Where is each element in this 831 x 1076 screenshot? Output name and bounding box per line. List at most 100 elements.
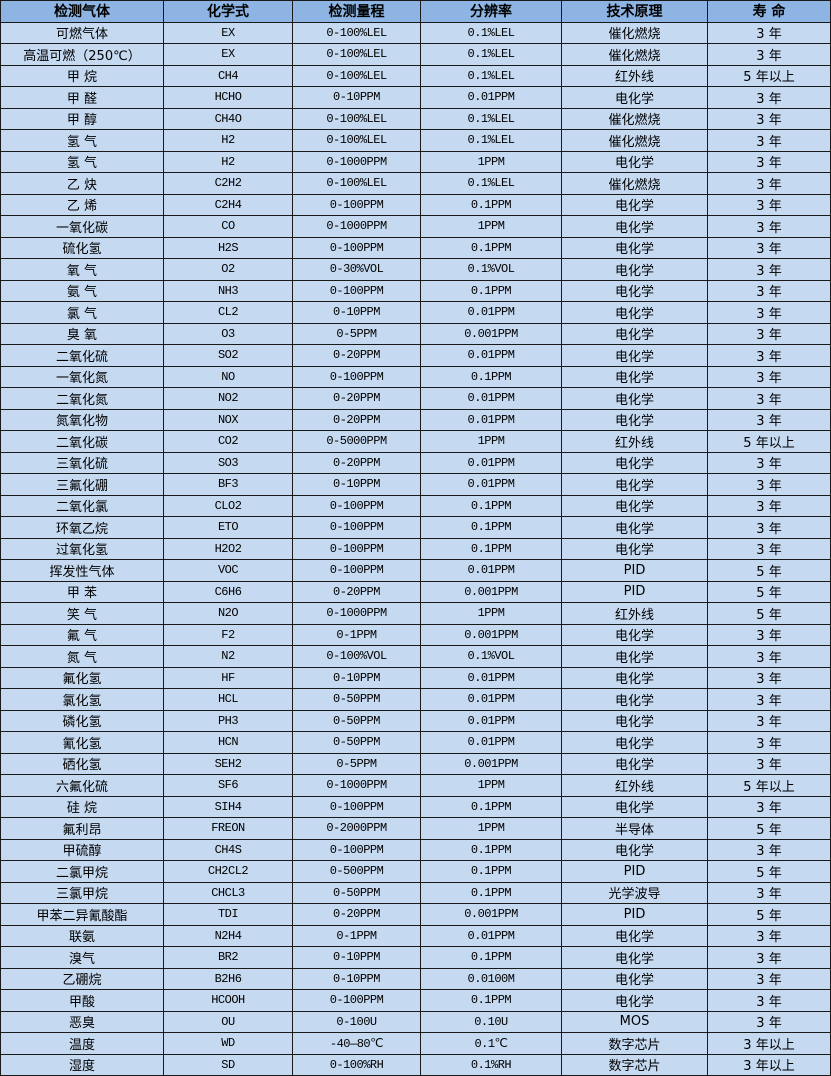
gas-name-cell: 一氧化碳 — [0, 215, 164, 238]
lifespan-cell: 3 年 — [707, 107, 831, 130]
principle-cell: 红外线 — [561, 602, 708, 625]
table-row: 三氯甲烷 CHCL3 0-50PPM 0.1PPM 光学波导 3 年 — [0, 881, 831, 904]
table-row: 笑 气 N2O 0-1000PPM 1PPM 红外线 5 年 — [0, 602, 831, 625]
gas-name-cell: 氨 气 — [0, 279, 164, 302]
resolution-cell: 0.1%RH — [420, 1053, 562, 1076]
principle-cell: 电化学 — [561, 365, 708, 388]
resolution-cell: 0.1PPM — [420, 236, 562, 259]
formula-cell: O3 — [163, 322, 293, 345]
lifespan-cell: 3 年 — [707, 129, 831, 152]
formula-cell: OU — [163, 1010, 293, 1033]
lifespan-cell: 3 年 — [707, 43, 831, 66]
gas-name-cell: 氢 气 — [0, 150, 164, 173]
gas-name-cell: 氢 气 — [0, 129, 164, 152]
gas-name-cell: 二氧化氯 — [0, 494, 164, 517]
gas-name-cell: 湿度 — [0, 1053, 164, 1076]
principle-cell: 电化学 — [561, 258, 708, 281]
lifespan-cell: 3 年 — [707, 989, 831, 1012]
lifespan-cell: 3 年以上 — [707, 1032, 831, 1055]
range-cell: 0-5PPM — [292, 322, 421, 345]
resolution-cell: 0.1%LEL — [420, 64, 562, 87]
formula-cell: SD — [163, 1053, 293, 1076]
table-row: 三氟化硼 BF3 0-10PPM 0.01PPM 电化学 3 年 — [0, 473, 831, 496]
formula-cell: SIH4 — [163, 795, 293, 818]
lifespan-cell: 3 年 — [707, 645, 831, 668]
lifespan-cell: 3 年 — [707, 172, 831, 195]
formula-cell: HCOOH — [163, 989, 293, 1012]
table-row: 氮氧化物 NOX 0-20PPM 0.01PPM 电化学 3 年 — [0, 408, 831, 431]
resolution-cell: 0.1PPM — [420, 279, 562, 302]
principle-cell: 电化学 — [561, 666, 708, 689]
table-row: 联氨 N2H4 0-1PPM 0.01PPM 电化学 3 年 — [0, 924, 831, 947]
lifespan-cell: 3 年 — [707, 408, 831, 431]
range-cell: 0-100%LEL — [292, 129, 421, 152]
formula-cell: H2 — [163, 129, 293, 152]
range-cell: 0-100U — [292, 1010, 421, 1033]
resolution-cell: 0.1%VOL — [420, 645, 562, 668]
gas-name-cell: 三氧化硫 — [0, 451, 164, 474]
formula-cell: CO — [163, 215, 293, 238]
table-row: 甲硫醇 CH4S 0-100PPM 0.1PPM 电化学 3 年 — [0, 838, 831, 861]
resolution-cell: 0.01PPM — [420, 731, 562, 754]
lifespan-cell: 5 年 — [707, 602, 831, 625]
table-row: 氯 气 CL2 0-10PPM 0.01PPM 电化学 3 年 — [0, 301, 831, 324]
range-cell: 0-50PPM — [292, 709, 421, 732]
gas-name-cell: 甲苯二异氰酸酯 — [0, 903, 164, 926]
range-cell: 0-20PPM — [292, 408, 421, 431]
gas-name-cell: 甲 烷 — [0, 64, 164, 87]
lifespan-cell: 3 年 — [707, 473, 831, 496]
lifespan-cell: 3 年 — [707, 258, 831, 281]
lifespan-cell: 3 年 — [707, 1010, 831, 1033]
lifespan-cell: 5 年以上 — [707, 774, 831, 797]
formula-cell: ETO — [163, 516, 293, 539]
lifespan-cell: 5 年 — [707, 817, 831, 840]
formula-cell: B2H6 — [163, 967, 293, 990]
principle-cell: 红外线 — [561, 64, 708, 87]
gas-name-cell: 恶臭 — [0, 1010, 164, 1033]
resolution-cell: 0.1℃ — [420, 1032, 562, 1055]
range-cell: 0-1PPM — [292, 623, 421, 646]
formula-cell: NO — [163, 365, 293, 388]
principle-cell: 电化学 — [561, 967, 708, 990]
lifespan-cell: 3 年 — [707, 795, 831, 818]
lifespan-cell: 3 年 — [707, 193, 831, 216]
range-cell: 0-50PPM — [292, 731, 421, 754]
lifespan-cell: 5 年以上 — [707, 64, 831, 87]
range-cell: 0-100%LEL — [292, 172, 421, 195]
table-row: 硅 烷 SIH4 0-100PPM 0.1PPM 电化学 3 年 — [0, 795, 831, 818]
gas-name-cell: 氰化氢 — [0, 731, 164, 754]
formula-cell: NOX — [163, 408, 293, 431]
formula-cell: NO2 — [163, 387, 293, 410]
lifespan-cell: 3 年 — [707, 344, 831, 367]
table-row: 氟 气 F2 0-1PPM 0.001PPM 电化学 3 年 — [0, 623, 831, 646]
lifespan-cell: 3 年 — [707, 21, 831, 44]
formula-cell: H2 — [163, 150, 293, 173]
table-row: 乙 炔 C2H2 0-100%LEL 0.1%LEL 催化燃烧 3 年 — [0, 172, 831, 195]
lifespan-cell: 3 年 — [707, 731, 831, 754]
table-row: 高温可燃（250℃） EX 0-100%LEL 0.1%LEL 催化燃烧 3 年 — [0, 43, 831, 66]
resolution-cell: 0.1PPM — [420, 860, 562, 883]
header-resolution: 分辨率 — [420, 0, 562, 23]
range-cell: 0-100PPM — [292, 838, 421, 861]
formula-cell: C6H6 — [163, 580, 293, 603]
principle-cell: 催化燃烧 — [561, 129, 708, 152]
principle-cell: 光学波导 — [561, 881, 708, 904]
principle-cell: 电化学 — [561, 623, 708, 646]
principle-cell: 电化学 — [561, 709, 708, 732]
table-row: 湿度 SD 0-100%RH 0.1%RH 数字芯片 3 年以上 — [0, 1053, 831, 1076]
principle-cell: 电化学 — [561, 279, 708, 302]
range-cell: 0-10PPM — [292, 86, 421, 109]
principle-cell: 电化学 — [561, 688, 708, 711]
range-cell: 0-1PPM — [292, 924, 421, 947]
resolution-cell: 0.01PPM — [420, 709, 562, 732]
header-gas: 检测气体 — [0, 0, 164, 23]
range-cell: 0-50PPM — [292, 881, 421, 904]
range-cell: -40—80℃ — [292, 1032, 421, 1055]
header-lifespan: 寿 命 — [707, 0, 831, 23]
formula-cell: H2O2 — [163, 537, 293, 560]
table-row: 二氧化氮 NO2 0-20PPM 0.01PPM 电化学 3 年 — [0, 387, 831, 410]
principle-cell: 电化学 — [561, 322, 708, 345]
gas-name-cell: 甲 醛 — [0, 86, 164, 109]
principle-cell: 电化学 — [561, 537, 708, 560]
principle-cell: 电化学 — [561, 989, 708, 1012]
